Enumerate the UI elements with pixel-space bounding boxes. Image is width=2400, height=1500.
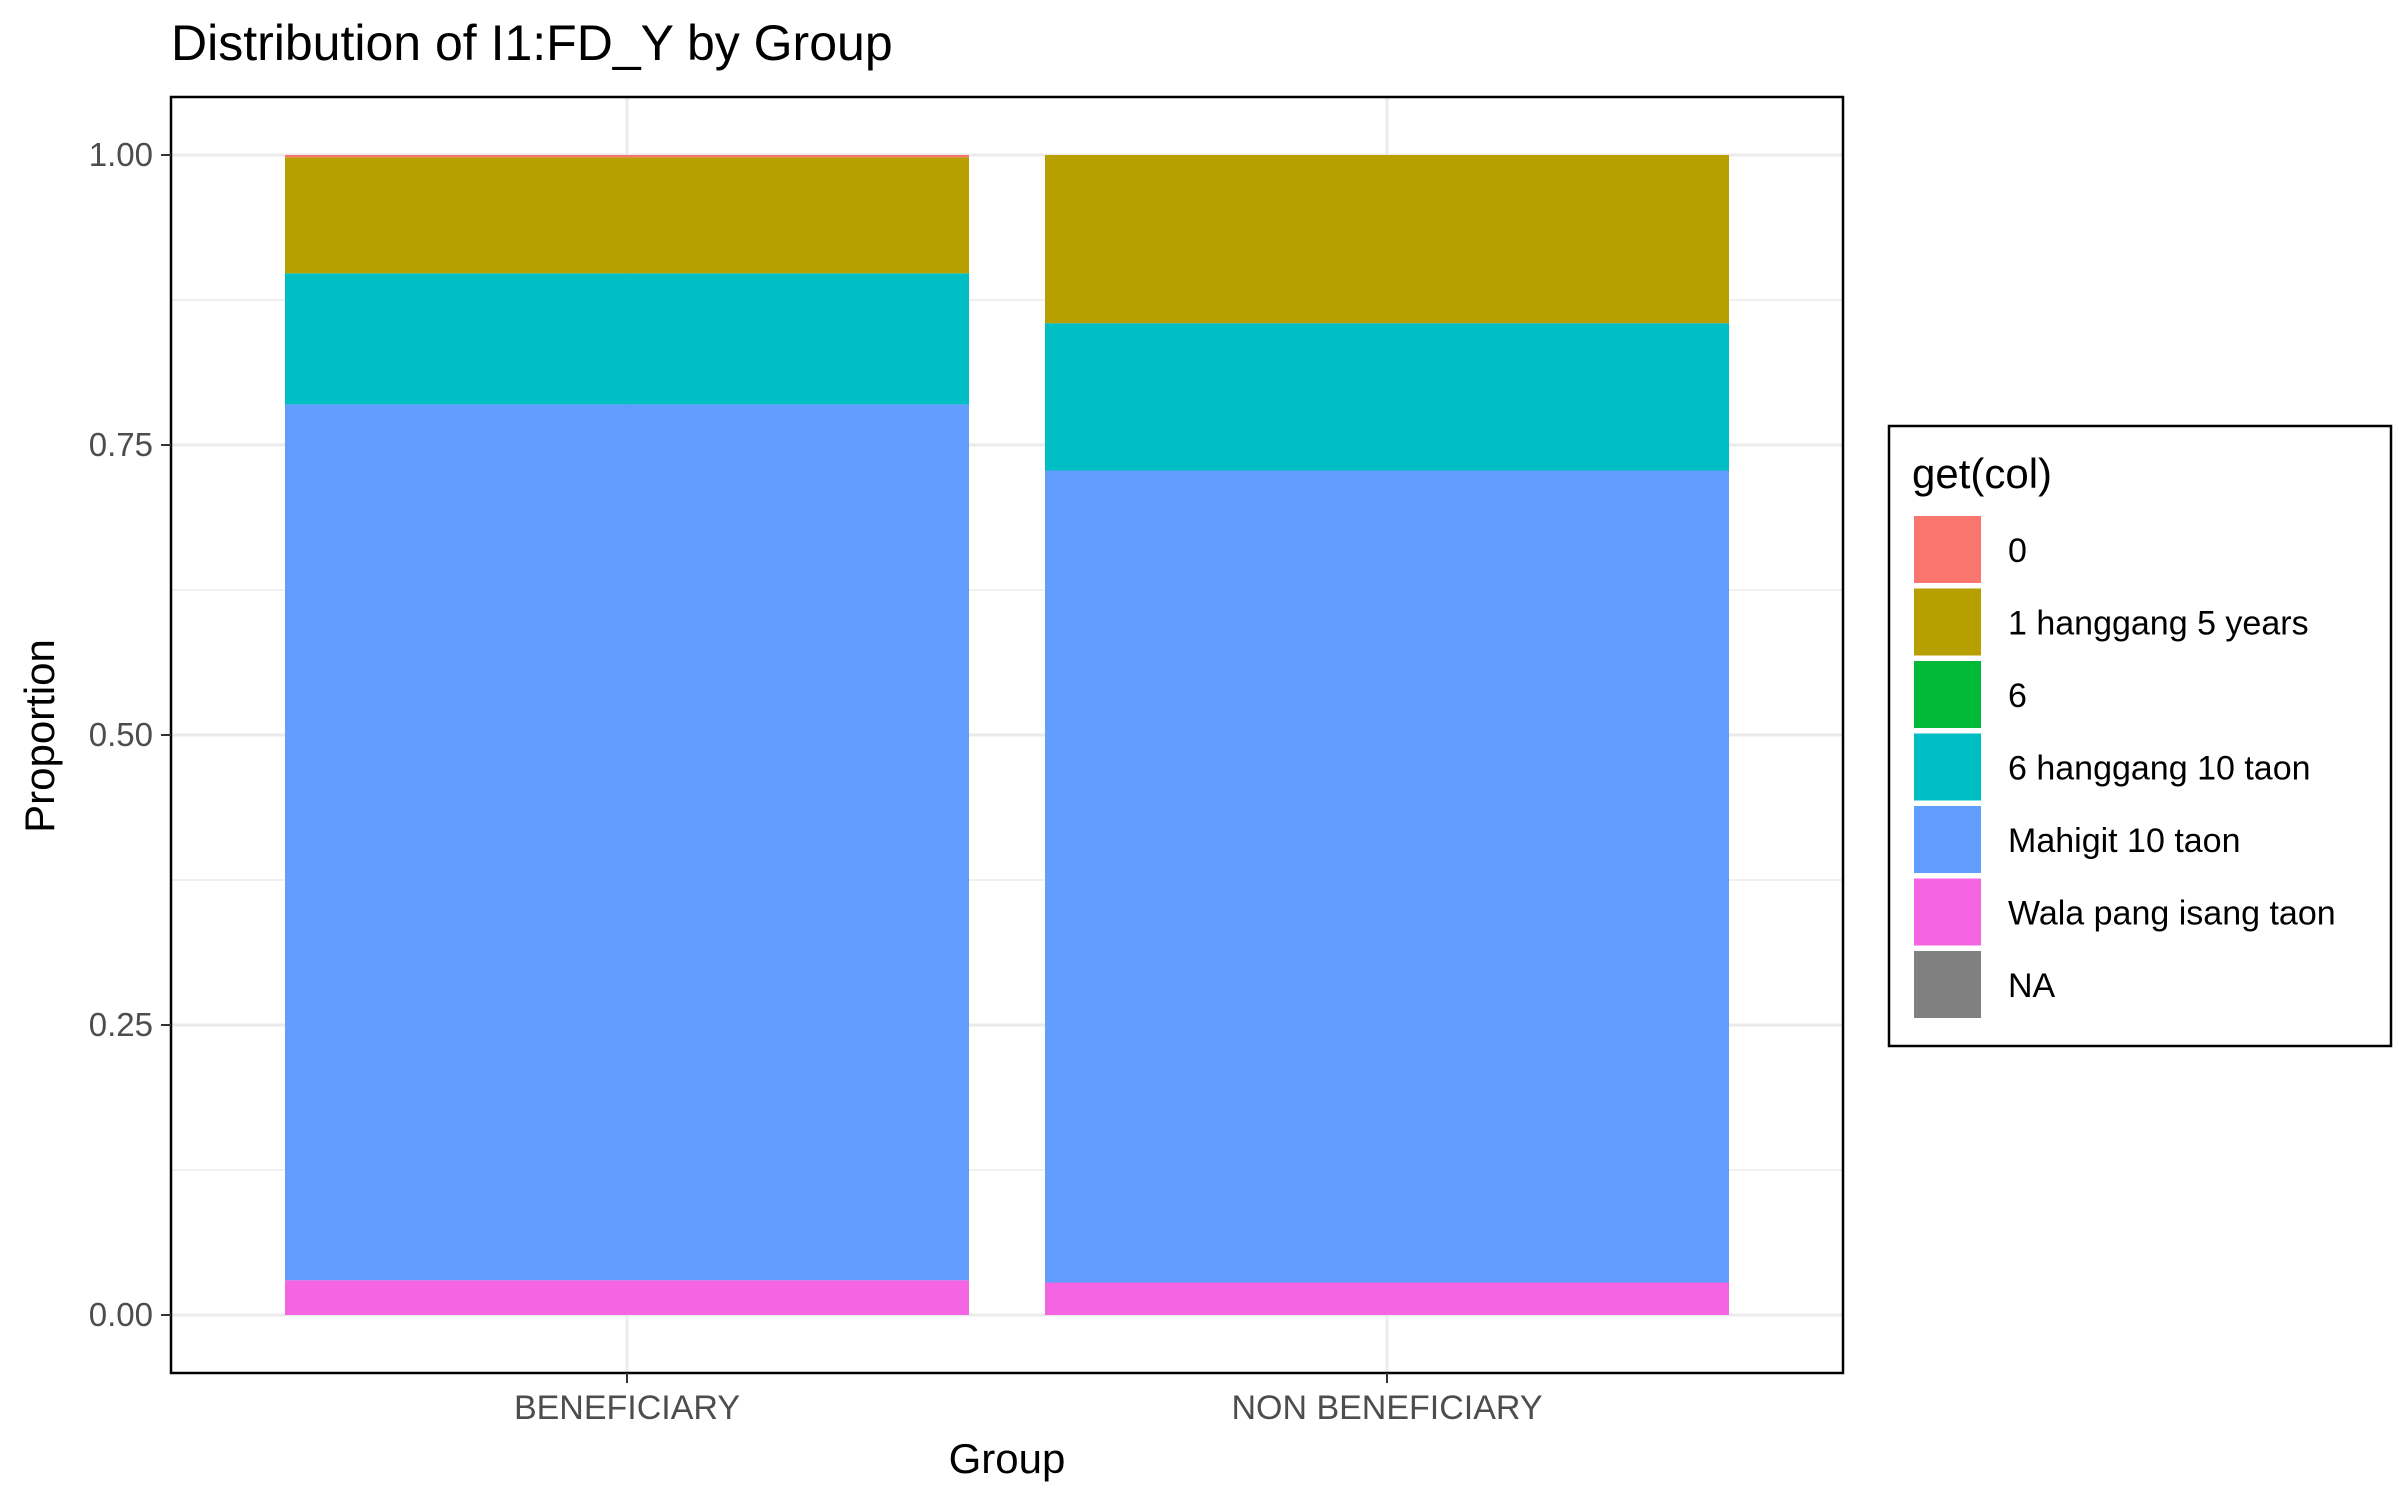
legend-key <box>1914 588 1981 656</box>
x-axis-ticks: BENEFICIARY NON BENEFICIARY <box>514 1373 1543 1427</box>
bar-segment: BENEFICIARY — 6 hanggang 10 taon: 0.113 <box>285 273 969 405</box>
bars: BENEFICIARY — Wala pang isang taon: 0.03… <box>285 155 1729 1315</box>
legend-label: 0 <box>2008 532 2027 570</box>
legend-label: 1 hanggang 5 years <box>2008 605 2309 643</box>
legend-item: NA <box>1914 951 2056 1018</box>
bar-segment: BENEFICIARY — 0: 0.002 <box>285 155 969 158</box>
legend-title: get(col) <box>1912 450 2052 497</box>
x-tick-label: BENEFICIARY <box>514 1389 740 1427</box>
legend-label: 6 <box>2008 677 2027 715</box>
plot-panel: BENEFICIARY — Wala pang isang taon: 0.03… <box>169 95 1845 1375</box>
legend-key <box>1914 516 1981 583</box>
legend-label: Wala pang isang taon <box>2008 895 2336 933</box>
chart-title: Distribution of I1:FD_Y by Group <box>171 15 893 71</box>
legend-item: 6 <box>1914 661 2027 728</box>
bar-segment: BENEFICIARY — Wala pang isang taon: 0.03 <box>285 1280 969 1315</box>
bar-segment: BENEFICIARY — Mahigit 10 taon: 0.755 <box>285 404 969 1281</box>
y-tick-label: 0.25 <box>89 1006 153 1043</box>
legend-item: 1 hanggang 5 years <box>1914 588 2309 656</box>
legend-key <box>1914 806 1981 873</box>
y-tick-label: 0.00 <box>89 1296 153 1333</box>
y-tick-label: 0.75 <box>89 426 153 463</box>
legend-key <box>1914 733 1981 801</box>
legend-key <box>1914 878 1981 946</box>
legend: get(col) 0 1 hanggang 5 years 6 6 hanggang … <box>1887 424 2393 1048</box>
bar-segment: NON BENEFICIARY — Wala pang isang taon: … <box>1045 1282 1729 1315</box>
y-tick-label: 1.00 <box>89 136 153 173</box>
legend-item: Wala pang isang taon <box>1914 878 2336 946</box>
legend-key <box>1914 951 1981 1018</box>
x-axis-title: Group <box>949 1435 1066 1482</box>
bar-segment: NON BENEFICIARY — Mahigit 10 taon: 0.7 <box>1045 470 1729 1283</box>
y-axis-title: Proportion <box>16 639 63 833</box>
y-tick-label: 0.50 <box>89 716 153 753</box>
legend-items: 0 1 hanggang 5 years 6 6 hanggang 10 taon Ma… <box>1914 516 2336 1018</box>
legend-key <box>1914 661 1981 728</box>
legend-item: 6 hanggang 10 taon <box>1914 733 2311 801</box>
bar-segment: NON BENEFICIARY — 1 hanggang 5 years: 0.… <box>1045 155 1729 324</box>
y-axis-ticks: 0.00 0.25 0.50 0.75 1.00 <box>89 136 171 1333</box>
legend-label: Mahigit 10 taon <box>2008 822 2241 860</box>
legend-label: 6 hanggang 10 taon <box>2008 750 2311 788</box>
x-tick-label: NON BENEFICIARY <box>1231 1389 1542 1427</box>
legend-item: 0 <box>1914 516 2027 583</box>
legend-label: NA <box>2008 967 2056 1005</box>
bar-segment: BENEFICIARY — 1 hanggang 5 years: 0.1 <box>285 157 969 274</box>
bar-segment: NON BENEFICIARY — 6 hanggang 10 taon: 0.… <box>1045 323 1729 471</box>
legend-item: Mahigit 10 taon <box>1914 806 2241 873</box>
